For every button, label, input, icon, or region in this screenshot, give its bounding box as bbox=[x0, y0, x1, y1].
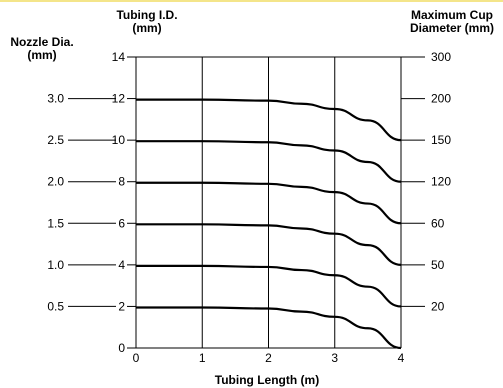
nozzle-label: 0.5 bbox=[47, 299, 64, 313]
left-axis-title: Tubing I.D. bbox=[116, 8, 177, 22]
left-tick-label: 6 bbox=[118, 216, 125, 230]
series-line bbox=[136, 181, 402, 225]
series-layer bbox=[135, 98, 402, 350]
series-line bbox=[135, 223, 402, 266]
series-line bbox=[135, 306, 402, 350]
right-axis-title: Maximum Cup bbox=[411, 8, 493, 22]
right-axis-title: Diameter (mm) bbox=[410, 21, 494, 35]
x-tick-label: 4 bbox=[398, 351, 405, 365]
cup-diameter-label: 300 bbox=[431, 50, 451, 64]
x-tick-label: 0 bbox=[133, 351, 140, 365]
series-line bbox=[136, 264, 402, 308]
x-tick-label: 1 bbox=[199, 351, 206, 365]
nozzle-axis-title: Nozzle Dia. bbox=[10, 35, 73, 49]
label-layer: 0 1 2 3 4024681012140.51.01.52.02.53.0205060… bbox=[10, 8, 494, 387]
left-tick-label: 12 bbox=[112, 92, 126, 106]
cup-diameter-label: 120 bbox=[431, 175, 451, 189]
series-line bbox=[136, 140, 402, 183]
left-axis-title: (mm) bbox=[132, 21, 161, 35]
nozzle-label: 1.5 bbox=[47, 216, 64, 230]
left-tick-label: 0 bbox=[118, 341, 125, 355]
cup-diameter-label: 50 bbox=[431, 258, 445, 272]
x-tick-label: 2 bbox=[265, 351, 272, 365]
left-tick-label: 2 bbox=[118, 299, 125, 313]
x-tick-label: 3 bbox=[331, 351, 338, 365]
cup-diameter-label: 60 bbox=[431, 216, 445, 230]
left-tick-label: 4 bbox=[118, 258, 125, 272]
series-line bbox=[136, 98, 402, 142]
nozzle-axis-title: (mm) bbox=[27, 48, 56, 62]
left-tick-label: 10 bbox=[112, 133, 126, 147]
cup-diameter-label: 200 bbox=[431, 92, 451, 106]
top-accent-line bbox=[0, 0, 503, 2]
left-tick-label: 14 bbox=[112, 50, 126, 64]
cup-diameter-label: 150 bbox=[431, 133, 451, 147]
nozzle-label: 2.0 bbox=[47, 175, 64, 189]
nozzle-label: 2.5 bbox=[47, 133, 64, 147]
x-axis-title: Tubing Length (m) bbox=[215, 373, 319, 387]
nozzle-label: 1.0 bbox=[47, 258, 64, 272]
cup-diameter-label: 20 bbox=[431, 299, 445, 313]
nozzle-label: 3.0 bbox=[47, 92, 64, 106]
left-tick-label: 8 bbox=[118, 175, 125, 189]
grid-layer bbox=[68, 56, 425, 349]
